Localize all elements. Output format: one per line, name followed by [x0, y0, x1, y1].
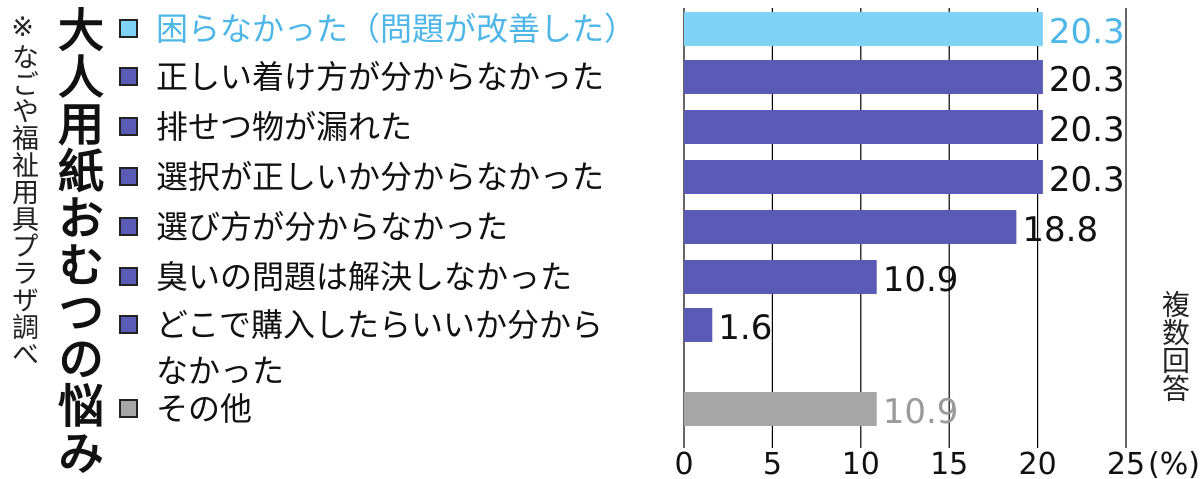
legend-square	[119, 399, 138, 418]
x-tick-label: 0	[674, 447, 693, 479]
bar	[684, 260, 877, 294]
legend-square	[119, 217, 138, 236]
x-tick-label: 25	[1107, 447, 1145, 479]
bar	[684, 392, 877, 426]
category-label: 正しい着け方が分からなかった	[156, 58, 604, 96]
x-tick-label: 10	[842, 447, 880, 479]
legend-square	[119, 67, 138, 86]
value-label: 20.3	[1049, 12, 1125, 52]
value-label: 20.3	[1049, 110, 1125, 150]
bar	[684, 308, 713, 342]
legend-square	[119, 267, 138, 286]
value-label: 20.3	[1049, 160, 1125, 200]
legend-square	[119, 117, 138, 136]
x-tick-label: 5	[763, 447, 782, 479]
category-label: なかった	[156, 352, 284, 390]
bar	[684, 160, 1043, 194]
source-note: ※なごや福祉用具プラザ調べ	[7, 12, 38, 367]
value-label: 20.3	[1049, 60, 1125, 100]
category-label: 臭いの問題は解決しなかった	[156, 258, 572, 296]
multiple-answer-note: 複数回答	[1158, 290, 1191, 402]
value-label: 10.9	[883, 392, 959, 432]
category-label: 困らなかった（問題が改善した）	[156, 10, 636, 48]
value-label: 18.8	[1022, 210, 1098, 250]
bar	[684, 12, 1043, 46]
legend-square	[119, 167, 138, 186]
legend-square	[119, 315, 138, 334]
category-label: その他	[156, 390, 252, 428]
category-label: 選び方が分からなかった	[156, 208, 508, 246]
x-tick-label: 20	[1019, 447, 1057, 479]
bar	[684, 210, 1017, 244]
category-label: 排せつ物が漏れた	[156, 108, 412, 146]
category-label: どこで購入したらいいか分から	[156, 306, 603, 344]
chart-title: 大人用紙おむつの悩み	[51, 6, 105, 476]
x-unit-label: (%)	[1148, 447, 1200, 479]
value-label: 1.6	[718, 308, 772, 348]
x-tick-label: 15	[930, 447, 968, 479]
bar	[684, 110, 1043, 144]
bar	[684, 60, 1043, 94]
value-label: 10.9	[883, 260, 959, 300]
category-label: 選択が正しいか分からなかった	[156, 158, 604, 196]
legend-square	[119, 19, 138, 38]
